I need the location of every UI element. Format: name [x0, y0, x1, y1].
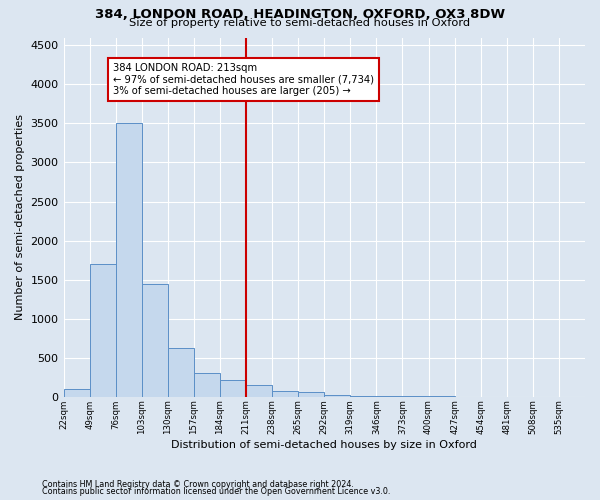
Text: Size of property relative to semi-detached houses in Oxford: Size of property relative to semi-detach…	[130, 18, 470, 28]
Text: 384, LONDON ROAD, HEADINGTON, OXFORD, OX3 8DW: 384, LONDON ROAD, HEADINGTON, OXFORD, OX…	[95, 8, 505, 20]
Text: 384 LONDON ROAD: 213sqm
← 97% of semi-detached houses are smaller (7,734)
3% of : 384 LONDON ROAD: 213sqm ← 97% of semi-de…	[113, 62, 374, 96]
Bar	[142, 284, 168, 397]
Bar	[64, 389, 89, 397]
Bar	[168, 348, 194, 397]
Bar	[350, 396, 376, 397]
Text: Contains HM Land Registry data © Crown copyright and database right 2024.: Contains HM Land Registry data © Crown c…	[42, 480, 354, 489]
Bar	[246, 384, 272, 397]
Bar	[220, 380, 246, 397]
Bar	[89, 264, 116, 397]
X-axis label: Distribution of semi-detached houses by size in Oxford: Distribution of semi-detached houses by …	[172, 440, 477, 450]
Bar	[324, 395, 350, 397]
Bar	[376, 396, 403, 397]
Bar	[116, 124, 142, 397]
Y-axis label: Number of semi-detached properties: Number of semi-detached properties	[15, 114, 25, 320]
Text: Contains public sector information licensed under the Open Government Licence v3: Contains public sector information licen…	[42, 487, 391, 496]
Bar	[272, 390, 298, 397]
Bar	[298, 392, 324, 397]
Bar	[194, 372, 220, 397]
